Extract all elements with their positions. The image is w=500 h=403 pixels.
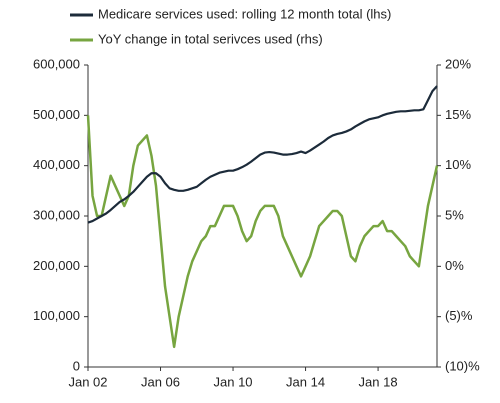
y-tick-label: 500,000 <box>33 107 80 122</box>
x-tick-label: Jan 10 <box>214 374 253 389</box>
series-line <box>87 85 438 224</box>
x-tick-label: Jan 14 <box>286 374 325 389</box>
y-tick-label: 300,000 <box>33 207 80 222</box>
legend-label: Medicare services used: rolling 12 month… <box>98 6 391 21</box>
y2-tick-label: (10)% <box>445 358 480 373</box>
y2-tick-label: 10% <box>445 157 471 172</box>
y2-tick-label: 15% <box>445 107 471 122</box>
x-tick-label: Jan 18 <box>359 374 398 389</box>
x-tick-label: Jan 06 <box>141 374 180 389</box>
y2-tick-label: 5% <box>445 207 464 222</box>
series-line <box>86 115 439 349</box>
y2-tick-label: (5)% <box>445 308 473 323</box>
y2-tick-label: 0% <box>445 258 464 273</box>
y-tick-label: 100,000 <box>33 308 80 323</box>
y-tick-label: 400,000 <box>33 157 80 172</box>
x-tick-label: Jan 02 <box>68 374 107 389</box>
y-tick-label: 200,000 <box>33 258 80 273</box>
y-tick-label: 0 <box>73 358 80 373</box>
y2-tick-label: 20% <box>445 56 471 71</box>
y-tick-label: 600,000 <box>33 56 80 71</box>
legend-label: YoY change in total serivces used (rhs) <box>98 31 323 46</box>
